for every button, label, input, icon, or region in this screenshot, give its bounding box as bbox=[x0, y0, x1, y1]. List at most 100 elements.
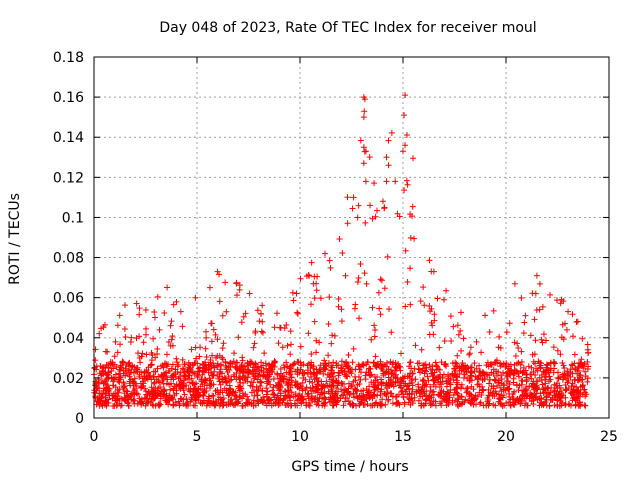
data-point bbox=[584, 341, 591, 348]
data-point bbox=[437, 393, 444, 400]
data-point bbox=[563, 386, 570, 393]
data-point bbox=[438, 381, 445, 388]
data-point bbox=[258, 310, 265, 317]
data-point bbox=[163, 351, 170, 358]
data-point bbox=[380, 367, 387, 374]
data-point bbox=[360, 387, 367, 394]
data-point bbox=[195, 392, 202, 399]
data-point bbox=[461, 371, 468, 378]
data-point bbox=[316, 339, 323, 346]
data-point bbox=[203, 334, 210, 341]
data-point bbox=[348, 383, 355, 390]
data-point bbox=[556, 394, 563, 401]
data-point bbox=[542, 369, 549, 376]
data-point bbox=[383, 385, 390, 392]
data-point bbox=[181, 391, 188, 398]
data-point bbox=[557, 393, 564, 400]
data-point bbox=[361, 108, 368, 115]
data-point bbox=[308, 259, 315, 266]
data-point bbox=[165, 396, 172, 403]
data-point bbox=[150, 402, 157, 409]
data-point bbox=[144, 395, 151, 402]
data-point bbox=[440, 371, 447, 378]
data-point bbox=[321, 366, 328, 373]
data-point bbox=[562, 320, 569, 327]
data-point bbox=[551, 402, 558, 409]
data-point bbox=[170, 301, 177, 308]
data-point bbox=[400, 394, 407, 401]
data-point bbox=[203, 353, 210, 360]
data-point bbox=[308, 301, 314, 308]
data-point bbox=[557, 384, 564, 391]
y-tick-label: 0.06 bbox=[53, 291, 84, 307]
data-point bbox=[210, 381, 217, 388]
data-point bbox=[271, 324, 278, 331]
data-point bbox=[154, 293, 161, 300]
data-point bbox=[195, 385, 202, 392]
data-point bbox=[281, 325, 288, 332]
data-point bbox=[467, 369, 474, 376]
data-point bbox=[102, 389, 109, 396]
data-point bbox=[300, 361, 307, 368]
data-point bbox=[186, 388, 193, 395]
data-point bbox=[471, 368, 478, 375]
data-point bbox=[143, 351, 150, 358]
data-point bbox=[328, 367, 335, 374]
data-point bbox=[505, 378, 512, 385]
x-axis-label: GPS time / hours bbox=[291, 459, 408, 475]
data-point bbox=[106, 392, 113, 399]
data-point bbox=[152, 368, 159, 375]
data-point bbox=[157, 390, 164, 397]
data-point bbox=[430, 268, 437, 275]
data-point bbox=[205, 366, 212, 373]
data-point bbox=[477, 372, 484, 379]
data-point bbox=[374, 378, 381, 385]
data-point bbox=[532, 393, 539, 400]
data-point bbox=[419, 386, 426, 393]
data-point bbox=[404, 278, 411, 285]
data-point bbox=[443, 287, 450, 294]
data-point bbox=[321, 250, 328, 257]
data-point bbox=[329, 364, 336, 371]
data-point bbox=[175, 398, 182, 405]
data-point bbox=[105, 374, 112, 381]
data-point bbox=[288, 365, 295, 372]
data-point bbox=[169, 333, 176, 340]
data-point bbox=[538, 360, 545, 367]
data-point bbox=[338, 386, 345, 393]
data-point bbox=[109, 395, 116, 402]
data-point bbox=[538, 336, 545, 343]
data-point bbox=[421, 361, 428, 368]
data-point bbox=[107, 360, 114, 367]
data-point bbox=[170, 396, 177, 403]
data-point bbox=[208, 338, 215, 345]
data-point bbox=[148, 361, 155, 368]
data-point bbox=[577, 359, 584, 366]
data-point bbox=[371, 393, 378, 400]
data-point bbox=[354, 278, 361, 285]
data-point bbox=[409, 203, 416, 210]
data-point bbox=[458, 347, 465, 354]
data-point bbox=[290, 297, 297, 304]
data-point bbox=[495, 391, 502, 398]
data-point bbox=[372, 353, 379, 360]
data-point bbox=[564, 372, 571, 379]
data-point bbox=[550, 344, 557, 351]
data-point bbox=[454, 352, 461, 359]
data-point bbox=[156, 402, 163, 409]
data-point bbox=[350, 390, 357, 397]
data-point bbox=[191, 370, 198, 377]
data-point bbox=[225, 373, 232, 380]
data-point bbox=[338, 358, 345, 365]
data-point bbox=[401, 112, 408, 119]
data-point bbox=[137, 359, 144, 366]
data-point bbox=[142, 402, 149, 409]
data-point bbox=[297, 275, 304, 282]
data-point bbox=[98, 372, 105, 379]
data-point bbox=[339, 250, 346, 257]
data-point bbox=[329, 378, 336, 385]
data-point bbox=[543, 402, 550, 409]
data-point bbox=[446, 397, 453, 404]
data-point bbox=[458, 393, 465, 400]
data-point bbox=[407, 265, 414, 272]
